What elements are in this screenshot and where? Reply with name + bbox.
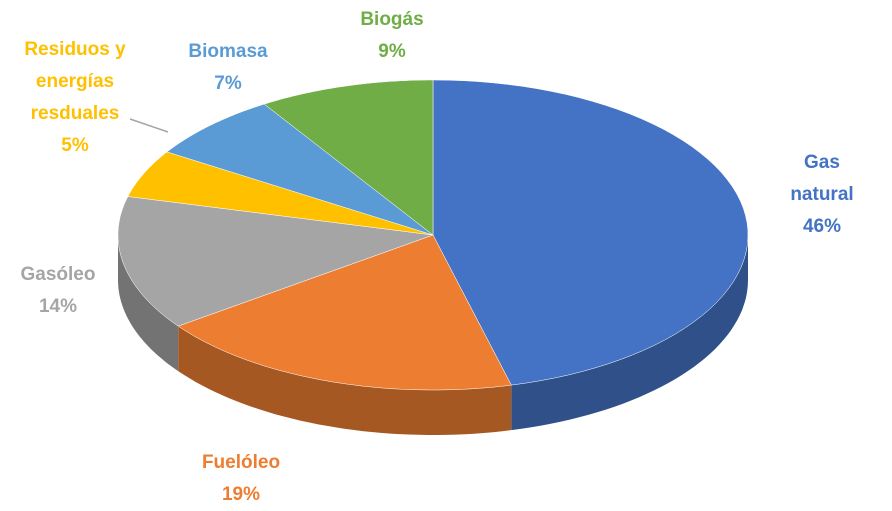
- value-label: 46%: [802, 216, 842, 237]
- slice: [177, 234, 512, 391]
- slice-side: [511, 235, 748, 431]
- category-label: Fuelóleo: [201, 452, 281, 473]
- value-label: 14%: [38, 296, 78, 317]
- slice: [117, 196, 434, 327]
- slice-label: Biomasa 7%: [188, 36, 267, 100]
- slice-side: [178, 326, 512, 435]
- slice: [263, 79, 434, 236]
- category-label: Biomasa: [188, 41, 268, 62]
- slice-label: Fuelóleo 19%: [202, 447, 280, 511]
- slice-label: Gas natural 46%: [787, 147, 857, 243]
- value-label: 5%: [61, 135, 89, 156]
- category-label: Gas natural: [790, 152, 854, 205]
- slice-label: Residuos y energías resduales 5%: [5, 34, 145, 162]
- slice: [432, 79, 749, 386]
- slice-label: Gasóleo 14%: [21, 259, 96, 323]
- category-label: Gasóleo: [20, 264, 96, 285]
- slice-side: [118, 235, 179, 372]
- category-label: Residuos y energías resduales: [24, 39, 126, 124]
- category-label: Biogás: [360, 9, 424, 30]
- slice: [127, 151, 434, 236]
- value-label: 9%: [378, 41, 406, 62]
- leader-line: [129, 118, 169, 133]
- value-label: 19%: [221, 484, 261, 505]
- slice-label: Biogás 9%: [360, 4, 423, 68]
- value-label: 7%: [214, 73, 242, 94]
- slice: [166, 103, 434, 236]
